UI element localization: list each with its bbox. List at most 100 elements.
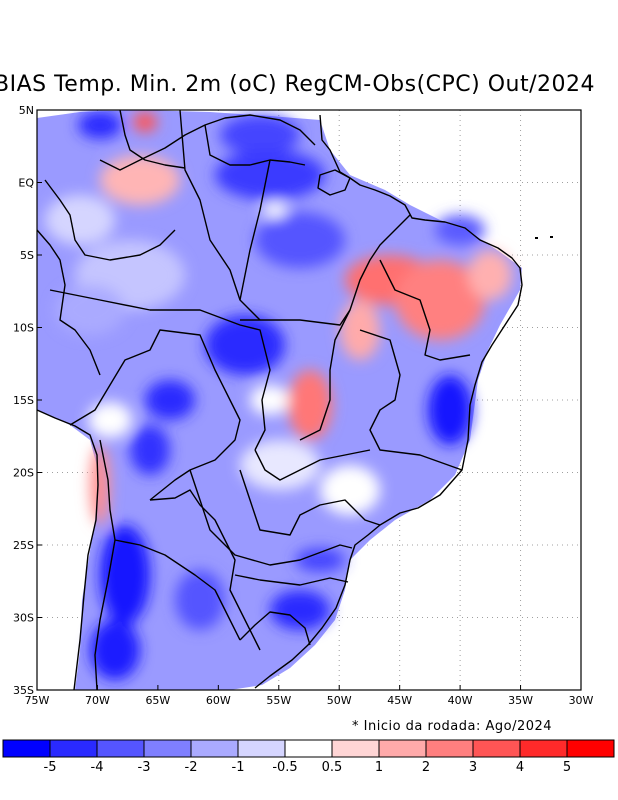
bias-warm-goias	[288, 370, 332, 440]
bias-cold-bolivia2	[130, 425, 170, 475]
colorbar-label: 0.5	[322, 760, 343, 775]
bias-white-sp	[320, 465, 380, 515]
colorbar-swatch	[190, 739, 239, 758]
colorbar-swatch	[2, 739, 51, 758]
island-rocas	[535, 237, 538, 239]
bias-cold-argentina2	[90, 620, 140, 680]
bias-warm-piaui	[395, 260, 485, 340]
lon-tick-label: 70W	[85, 694, 110, 707]
lat-tick-label: 15S	[13, 394, 34, 407]
bias-light-west	[45, 195, 115, 245]
bias-cold-rs	[270, 590, 330, 630]
colorbar-swatch	[49, 739, 98, 758]
border-states-9	[189, 469, 353, 566]
lat-axis: 5N EQ 5S 10S 15S 20S 25S 30S 35S	[13, 104, 42, 697]
bias-field	[37, 110, 522, 690]
border-colombia	[44, 179, 176, 261]
colorbar-swatch	[284, 739, 333, 758]
lat-tick-label: 10S	[13, 322, 34, 335]
lon-tick-label: 45W	[387, 694, 412, 707]
colorbar-swatch	[472, 739, 521, 758]
colorbar-swatch	[331, 739, 380, 758]
colorbar-label: -1	[232, 760, 245, 775]
lon-tick-label: 60W	[206, 694, 231, 707]
colorbar-label: 1	[375, 760, 383, 775]
bias-cold-bolivia	[145, 380, 195, 420]
border-states-4	[299, 309, 351, 441]
bias-cold-sc	[295, 548, 345, 572]
coastlines-and-borders	[36, 109, 523, 691]
border-argentina	[114, 539, 241, 641]
lat-tick-label: 20S	[13, 467, 34, 480]
colorbar-swatch	[378, 739, 427, 758]
lat-tick-label: 30S	[13, 612, 34, 625]
colorbar-label: -5	[44, 760, 57, 775]
colorbar-swatch	[237, 739, 286, 758]
lon-tick-label: 35W	[508, 694, 533, 707]
island-noronha	[550, 236, 553, 238]
bias-warm-chile	[90, 445, 110, 525]
border-andes	[94, 439, 116, 691]
coastline-west	[36, 409, 99, 691]
bias-white-ms	[240, 440, 320, 490]
bias-cold-para	[255, 212, 345, 268]
lon-tick-label: 55W	[266, 694, 291, 707]
bias-warm-venezuela	[100, 155, 180, 205]
border-states-3	[240, 214, 411, 326]
colorbar-label: 2	[422, 760, 430, 775]
border-states-5	[379, 259, 471, 361]
colorbar-label: 3	[469, 760, 477, 775]
bias-cold-argentina3	[175, 570, 225, 630]
bias-white-spot	[263, 202, 287, 218]
lat-tick-label: EQ	[18, 177, 34, 190]
colorbar-label: 4	[516, 760, 524, 775]
colorbar-label: 5	[563, 760, 571, 775]
bias-cold-north	[78, 111, 122, 139]
border-uruguay	[239, 611, 311, 646]
lon-tick-label: 50W	[327, 694, 352, 707]
bias-cold-argentina	[100, 525, 150, 625]
border-bolivia	[69, 329, 241, 501]
bias-warm-pernambuco	[468, 250, 512, 300]
bias-cold-amapa	[215, 150, 325, 200]
colorbar-swatch	[143, 739, 192, 758]
lat-tick-label: 35S	[13, 684, 34, 697]
bias-light-peru	[55, 285, 125, 335]
lat-tick-label: 5N	[19, 104, 34, 117]
colorbar-swatch	[96, 739, 145, 758]
bias-cold-bahia	[428, 375, 472, 445]
colorbar-label: -4	[91, 760, 104, 775]
border-guianas	[204, 124, 306, 166]
lat-tick-label: 25S	[13, 539, 34, 552]
colorbar-label: -2	[185, 760, 198, 775]
bias-white-go	[250, 385, 290, 415]
colorbar-label: -0.5	[272, 760, 297, 775]
lat-tick-label: 5S	[20, 249, 34, 262]
border-states-10	[234, 574, 349, 586]
map-title: BIAS Temp. Min. 2m (oC) RegCM-Obs(CPC) O…	[0, 72, 595, 97]
border-venezuela	[119, 109, 186, 169]
run-note: * Inicio da rodada: Ago/2024	[352, 719, 553, 734]
border-states-8	[239, 469, 381, 536]
border-states-2	[239, 159, 271, 301]
lon-tick-label: 30W	[569, 694, 594, 707]
lon-axis: 75W 70W 65W 60W 55W 50W 45W 40W 35W 30W	[25, 685, 594, 707]
border-brazil-west	[49, 289, 271, 451]
border-states-6	[359, 329, 463, 471]
colorbar: -5 -4 -3 -2 -1 -0.5 0.5 1 2 3 4 5	[2, 739, 615, 775]
bias-blobs	[45, 111, 512, 680]
border-states-7	[254, 449, 371, 481]
atlantic-islands	[535, 236, 553, 239]
bias-cold-north2	[220, 115, 300, 155]
colorbar-swatch	[425, 739, 474, 758]
lon-tick-label: 65W	[145, 694, 170, 707]
border-paraguay	[149, 489, 261, 651]
bias-warm-north-spot	[133, 112, 157, 132]
lon-tick-label: 75W	[25, 694, 50, 707]
colorbar-swatch	[519, 739, 568, 758]
coastline-east	[254, 114, 523, 689]
bias-cold-ceara	[435, 215, 485, 245]
border-peru-ecuador	[36, 229, 101, 376]
lon-tick-label: 40W	[448, 694, 473, 707]
